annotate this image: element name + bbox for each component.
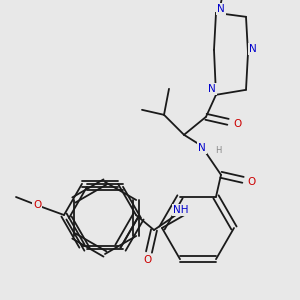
Text: O: O <box>143 255 151 265</box>
Text: N: N <box>198 143 206 153</box>
Text: O: O <box>33 200 41 210</box>
Text: N: N <box>217 4 225 14</box>
Text: O: O <box>248 177 256 187</box>
Text: H: H <box>215 146 221 155</box>
Text: O: O <box>233 119 241 129</box>
Text: NH: NH <box>173 205 189 215</box>
Text: N: N <box>208 84 216 94</box>
Text: N: N <box>249 44 257 54</box>
